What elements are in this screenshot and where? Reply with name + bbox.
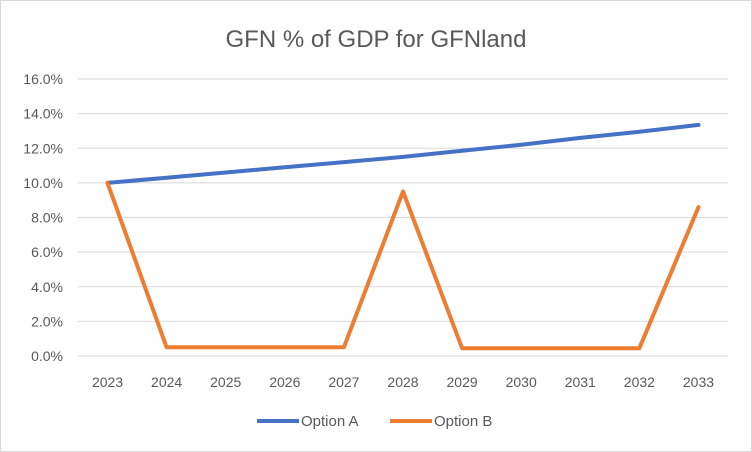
x-tick-label: 2024 <box>151 374 182 390</box>
x-tick-label: 2029 <box>447 374 478 390</box>
y-tick-label: 8.0% <box>31 210 63 226</box>
legend-label: Option A <box>301 413 359 430</box>
series-lines <box>105 122 701 351</box>
chart-title: GFN % of GDP for GFNland <box>226 26 527 53</box>
legend-label: Option B <box>434 413 492 430</box>
x-tick-label: 2025 <box>210 374 241 390</box>
y-axis-ticks: 0.0% 2.0% 4.0% 6.0% 8.0% 10.0% 12.0% 14.0% 16.0% <box>23 71 63 364</box>
y-tick-label: 6.0% <box>31 244 63 260</box>
gridlines <box>78 78 728 357</box>
series-line-option-a <box>105 122 701 185</box>
legend: Option A Option B <box>257 413 492 430</box>
x-axis-ticks: 2023 2024 2025 2026 2027 2028 2029 2030 2031 2032… <box>92 374 714 390</box>
y-tick-label: 0.0% <box>31 348 63 364</box>
y-tick-label: 12.0% <box>23 140 63 156</box>
x-tick-label: 2032 <box>624 374 655 390</box>
y-tick-label: 10.0% <box>23 175 63 191</box>
y-tick-label: 16.0% <box>23 71 63 87</box>
x-tick-label: 2027 <box>328 374 359 390</box>
series-line-option-b <box>105 180 701 351</box>
y-tick-label: 14.0% <box>23 106 63 122</box>
y-tick-label: 2.0% <box>31 313 63 329</box>
x-tick-label: 2023 <box>92 374 123 390</box>
x-tick-label: 2026 <box>269 374 300 390</box>
x-tick-label: 2031 <box>565 374 596 390</box>
y-tick-label: 4.0% <box>31 279 63 295</box>
x-tick-label: 2028 <box>387 374 418 390</box>
x-tick-label: 2033 <box>683 374 714 390</box>
x-tick-label: 2030 <box>506 374 537 390</box>
